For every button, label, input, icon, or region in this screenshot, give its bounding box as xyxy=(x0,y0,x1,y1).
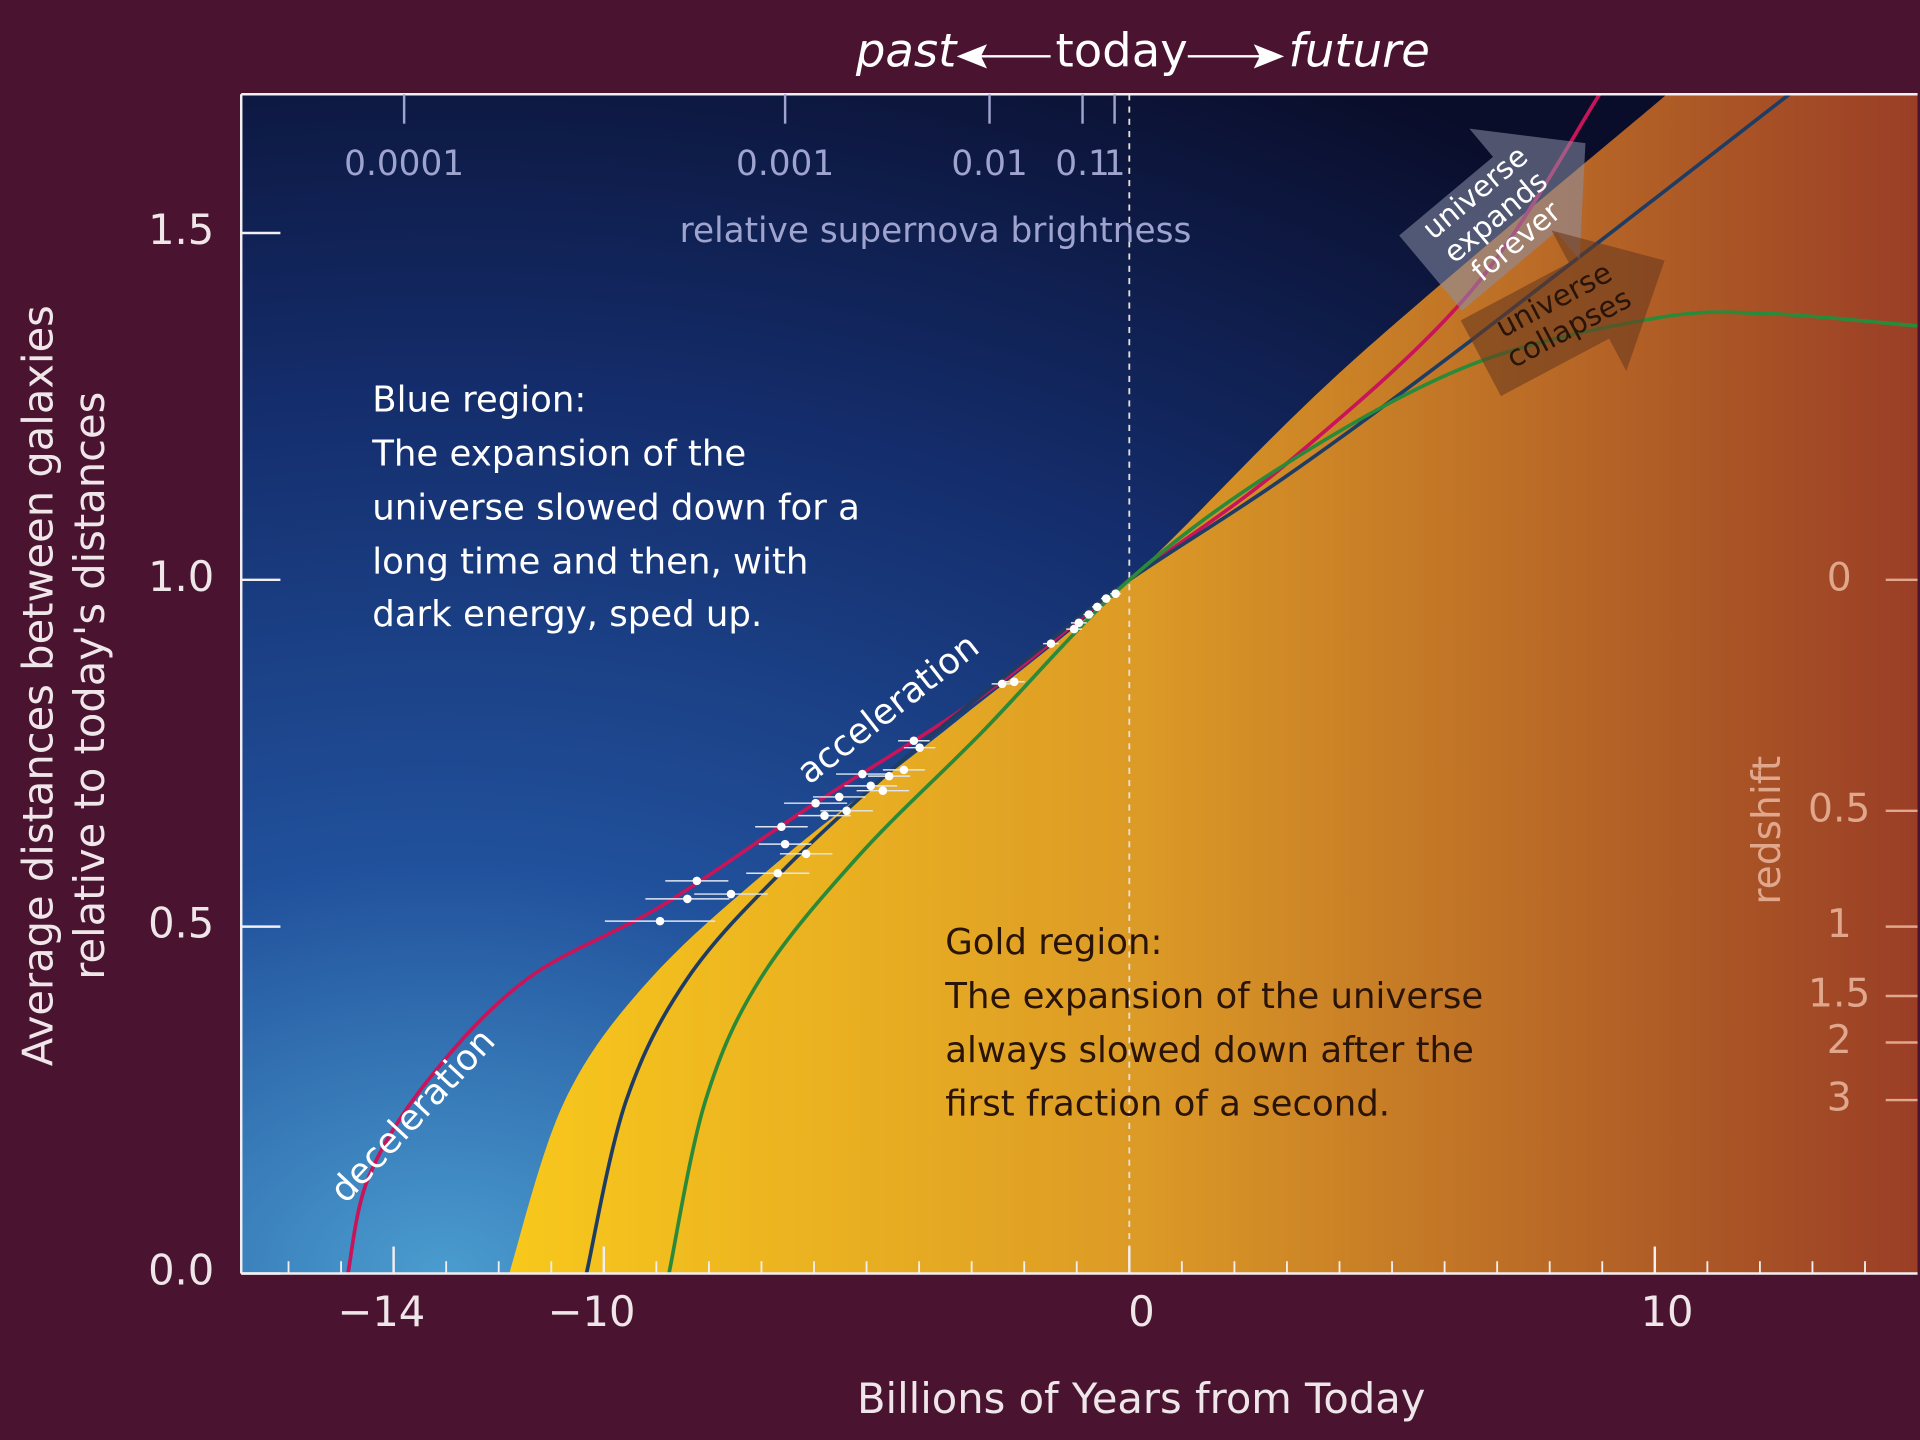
supernova-point xyxy=(1092,602,1102,612)
supernova-point xyxy=(692,876,702,886)
supernova-point xyxy=(683,894,692,904)
supernova-point xyxy=(1069,624,1079,634)
brightness-tick-label: 1 xyxy=(1104,144,1126,184)
redshift-tick-label: 0 xyxy=(1827,555,1852,600)
curve xyxy=(667,310,1918,1274)
supernova-point xyxy=(1084,610,1094,619)
supernova-point xyxy=(1111,589,1120,598)
supernova-point xyxy=(878,786,888,795)
supernova-point xyxy=(811,798,820,808)
redshift-tick-label: 0.5 xyxy=(1808,786,1870,831)
supernova-point xyxy=(909,736,919,746)
redshift-label: redshift xyxy=(1745,756,1790,905)
supernova-point xyxy=(834,792,844,802)
curve xyxy=(346,94,1602,1274)
supernova-point xyxy=(997,679,1007,689)
supernova-point xyxy=(842,806,851,816)
blue-region-line: The expansion of the xyxy=(371,434,746,475)
header-today: today xyxy=(1055,23,1187,77)
redshift-tick-label: 3 xyxy=(1827,1076,1852,1121)
brightness-tick-label: 0.01 xyxy=(951,144,1027,184)
gold-region-title: Gold region: xyxy=(945,922,1162,963)
supernova-point xyxy=(884,771,894,781)
y-axis-label: Average distances between galaxies relat… xyxy=(14,305,114,1066)
brightness-label: relative supernova brightness xyxy=(680,211,1192,251)
arrow-shape xyxy=(1460,230,1665,397)
blue-region-title: Blue region: xyxy=(372,380,586,421)
redshift-tick-label: 1 xyxy=(1827,902,1852,947)
supernova-point xyxy=(858,769,867,779)
plot-area xyxy=(346,94,1918,1274)
supernova-point xyxy=(1101,594,1111,603)
supernova-point xyxy=(780,839,790,849)
y-axis-label-line: Average distances between galaxies xyxy=(14,305,63,1066)
supernova-point xyxy=(820,811,829,820)
header-past: past xyxy=(855,23,958,77)
header-arrows xyxy=(956,44,1285,69)
supernova-point xyxy=(1074,618,1084,628)
supernova-point xyxy=(915,743,924,752)
supernova-point xyxy=(655,916,665,926)
y-axis-label-line: relative to today's distances xyxy=(65,392,114,980)
curve xyxy=(584,94,1791,1274)
x-tick-label: −10 xyxy=(548,1287,636,1336)
gold-region-line: The expansion of the universe xyxy=(944,976,1483,1017)
redshift-tick-label: 1.5 xyxy=(1808,972,1870,1017)
blue-region-line: universe slowed down for a xyxy=(372,487,860,528)
gold-region-text: Gold region: The expansion of the univer… xyxy=(944,922,1483,1125)
supernova-point xyxy=(726,889,736,899)
x-tick-label: −14 xyxy=(337,1287,425,1336)
supernova-point xyxy=(866,781,876,791)
y-tick-label: 1.5 xyxy=(148,205,214,254)
header-future: future xyxy=(1289,23,1430,77)
gold-region xyxy=(509,94,1918,1274)
brightness-tick-label: 0.1 xyxy=(1055,144,1110,184)
supernova-point xyxy=(1009,677,1019,687)
x-tick-label: 0 xyxy=(1128,1287,1154,1336)
x-tick-label: 10 xyxy=(1641,1287,1694,1336)
redshift-tick-label: 2 xyxy=(1827,1018,1852,1063)
y-tick-label: 0.0 xyxy=(148,1245,214,1294)
x-axis-label: Billions of Years from Today xyxy=(857,1374,1425,1423)
brightness-tick-label: 0.001 xyxy=(736,144,834,184)
supernova-point xyxy=(777,822,786,832)
blue-region-line: long time and then, with xyxy=(372,541,808,582)
gold-region-line: always slowed down after the xyxy=(945,1030,1474,1071)
y-tick-label: 0.5 xyxy=(148,899,214,948)
supernova-point xyxy=(773,868,783,878)
gold-region-line: first fraction of a second. xyxy=(945,1084,1390,1125)
supernova-point xyxy=(1046,639,1056,648)
blue-region-text: Blue region: The expansion of the univer… xyxy=(371,380,860,635)
arrow-shape xyxy=(1399,128,1586,311)
blue-region-line: dark energy, sped up. xyxy=(372,594,762,635)
brightness-tick-label: 0.0001 xyxy=(344,144,464,184)
supernova-point xyxy=(801,849,811,859)
supernova-point xyxy=(899,765,909,775)
y-tick-label: 1.0 xyxy=(148,552,214,601)
